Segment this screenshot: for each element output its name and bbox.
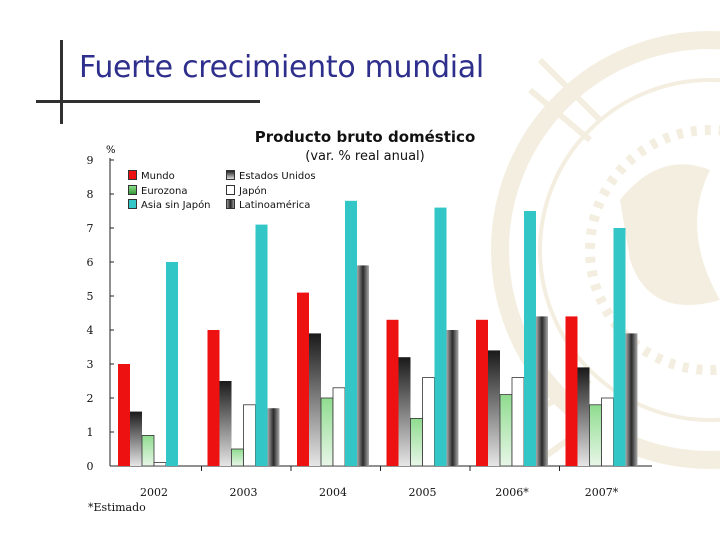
bar-asia_sin_japon-2006-est — [524, 211, 536, 466]
bar-estados_unidos-2007-est — [577, 367, 590, 466]
bar-eurozona-2005 — [410, 417, 423, 467]
slide-title: Fuerte crecimiento mundial — [79, 50, 484, 85]
chart-title: Producto bruto doméstico — [254, 128, 476, 146]
legend-swatch-japon — [226, 185, 235, 195]
bar-eurozona-2002 — [141, 434, 155, 467]
legend-swatch-mundo — [128, 170, 137, 180]
bar-mundo-2007-est — [565, 316, 578, 466]
title-horizontal-rule — [36, 100, 260, 103]
y-tick-label-5: 5 — [87, 290, 94, 303]
bar-japon-2002 — [153, 462, 167, 467]
y-tick-label-7: 7 — [87, 222, 94, 235]
y-tick-label-8: 8 — [87, 188, 94, 201]
legend-swatch-estados-unidos — [226, 170, 235, 180]
bar-mundo-2002 — [118, 364, 130, 466]
x-tick-label-2007-est: 2007* — [585, 486, 619, 499]
bar-japon-2004 — [332, 387, 346, 467]
bar-asia_sin_japon-2005 — [434, 207, 447, 466]
legend-item-japon: Japón — [226, 185, 267, 198]
bar-mundo-2004 — [297, 292, 309, 466]
bar-estados_unidos-2004 — [309, 333, 321, 466]
y-tick-label-3: 3 — [87, 358, 94, 371]
y-tick-label-2: 2 — [87, 392, 94, 405]
bar-latinoamerica-2005 — [446, 330, 459, 466]
y-tick-label-6: 6 — [87, 256, 94, 269]
bar-japon-2003 — [243, 404, 256, 467]
legend-label-eurozona: Eurozona — [141, 186, 188, 197]
legend-swatch-latinoamerica — [226, 199, 235, 209]
bar-asia_sin_japon-2004 — [345, 200, 357, 467]
legend-label-japon: Japón — [239, 186, 267, 197]
bar-latinoamerica-2007-est — [625, 333, 638, 466]
chart-title-block: Producto bruto doméstico (var. % real an… — [230, 128, 500, 166]
legend-item-eurozona: Eurozona — [128, 185, 188, 198]
bar-latinoamerica-2006-est — [536, 316, 548, 466]
x-tick-label-2004: 2004 — [319, 486, 347, 499]
legend-item-mundo: Mundo — [128, 170, 175, 183]
seal-watermark — [491, 31, 720, 469]
y-tick-label-1: 1 — [87, 426, 94, 439]
bar-asia_sin_japon-2002 — [166, 262, 178, 466]
legend-swatch-asia-sin-japon — [128, 199, 137, 209]
legend-swatch-eurozona — [128, 185, 137, 195]
x-tick-label-2005: 2005 — [409, 486, 437, 499]
x-tick-label-2003: 2003 — [230, 486, 258, 499]
chart-subtitle: (var. % real anual) — [305, 149, 425, 164]
bar-japon-2006-est — [511, 377, 525, 467]
x-tick-label-2002: 2002 — [140, 486, 168, 499]
bar-asia_sin_japon-2007-est — [613, 228, 626, 466]
bar-mundo-2005 — [386, 319, 399, 466]
bar-asia_sin_japon-2003 — [255, 224, 268, 466]
legend-label-asia-sin-japon: Asia sin Japón — [141, 200, 211, 211]
bar-estados_unidos-2005 — [398, 357, 411, 466]
bar-latinoamerica-2004 — [357, 265, 369, 466]
legend-label-estados-unidos: Estados Unidos — [239, 171, 316, 182]
legend-item-estados-unidos: Estados Unidos — [226, 170, 316, 183]
y-tick-label-4: 4 — [87, 324, 94, 337]
legend-item-asia-sin-japon: Asia sin Japón — [128, 199, 211, 212]
legend-label-mundo: Mundo — [141, 171, 175, 182]
bar-mundo-2006-est — [476, 319, 488, 466]
legend-item-latinoamerica: Latinoamérica — [226, 199, 310, 212]
bar-japon-2005 — [422, 377, 435, 467]
bar-mundo-2003 — [207, 330, 220, 466]
bar-japon-2007-est — [601, 397, 614, 467]
y-tick-label-9: 9 — [87, 154, 94, 167]
footnote: *Estimado — [88, 501, 146, 514]
y-axis-unit-label: % — [106, 145, 116, 156]
legend-label-latinoamerica: Latinoamérica — [239, 200, 311, 211]
bar-estados_unidos-2002 — [130, 411, 142, 466]
bar-eurozona-2003 — [231, 448, 244, 467]
y-tick-label-0: 0 — [87, 460, 94, 473]
bar-eurozona-2004 — [320, 397, 334, 467]
bar-estados_unidos-2003 — [219, 381, 232, 466]
bar-eurozona-2007-est — [589, 404, 602, 467]
x-tick-label-2006-est: 2006* — [495, 486, 529, 499]
title-vertical-rule — [60, 40, 63, 124]
bar-estados_unidos-2006-est — [488, 350, 500, 466]
bar-eurozona-2006-est — [499, 394, 513, 467]
bar-latinoamerica-2003 — [267, 408, 280, 466]
